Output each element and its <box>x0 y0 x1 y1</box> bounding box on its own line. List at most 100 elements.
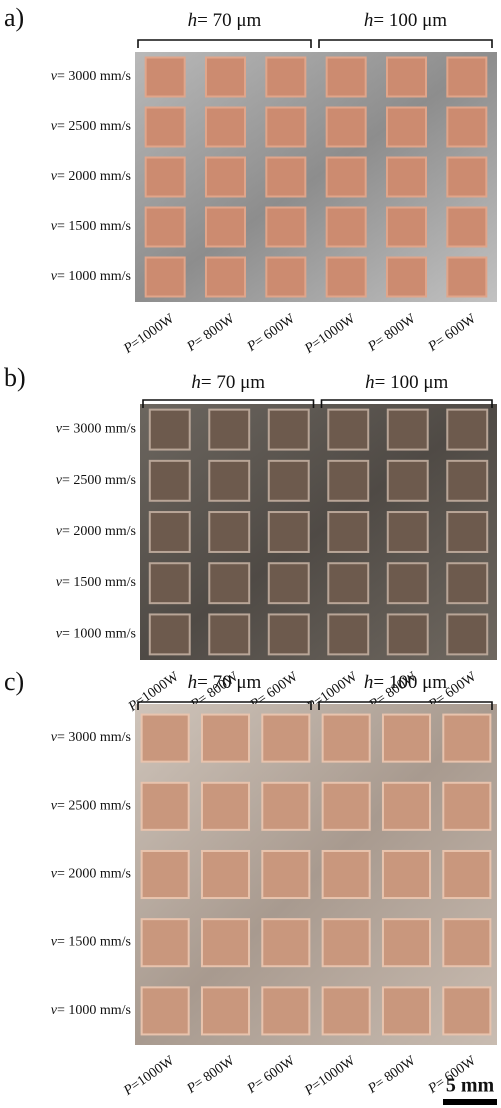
power-label: P= 800W <box>184 311 238 355</box>
sample <box>327 108 366 147</box>
spacing-label-symbol: h <box>365 372 375 393</box>
sample <box>447 108 486 147</box>
velocity-label: v= 1000 mm/s <box>56 627 136 642</box>
sample <box>146 258 185 297</box>
sample <box>388 461 428 501</box>
sample <box>323 783 370 830</box>
sample <box>206 158 245 197</box>
power-label-text: = 600W <box>252 1053 299 1092</box>
sample <box>269 461 309 501</box>
velocity-label-text: = 2500 mm/s <box>57 119 131 134</box>
power-label: P=1000W <box>302 311 359 357</box>
velocity-label-text: = 3000 mm/s <box>57 730 131 745</box>
sample <box>202 919 249 966</box>
spacing-label: h= 70 μm <box>191 372 265 393</box>
sample <box>266 158 305 197</box>
sample <box>206 58 245 97</box>
sample <box>328 563 368 603</box>
velocity-label: v= 3000 mm/s <box>51 730 131 745</box>
spacing-label: h= 100 μm <box>364 10 447 31</box>
sample <box>209 614 249 654</box>
sample <box>443 783 490 830</box>
velocity-label-text: = 1000 mm/s <box>57 269 131 284</box>
sample <box>206 108 245 147</box>
sample <box>150 410 190 450</box>
sample <box>388 614 428 654</box>
sample <box>447 563 487 603</box>
velocity-label: v= 2500 mm/s <box>56 473 136 488</box>
velocity-label-text: = 2500 mm/s <box>62 473 136 488</box>
bracket <box>319 40 492 48</box>
sample <box>443 715 490 762</box>
power-label: P= 800W <box>365 311 419 355</box>
power-label: P= 600W <box>244 1053 298 1097</box>
velocity-label-text: = 1500 mm/s <box>57 219 131 234</box>
sample <box>209 563 249 603</box>
velocity-label: v= 2000 mm/s <box>51 169 131 184</box>
sample <box>387 258 426 297</box>
sample <box>443 919 490 966</box>
sample <box>328 614 368 654</box>
sample <box>323 919 370 966</box>
velocity-label-text: = 1500 mm/s <box>57 935 131 950</box>
sample <box>262 783 309 830</box>
sample <box>388 512 428 552</box>
sample <box>269 614 309 654</box>
sample <box>328 461 368 501</box>
velocity-label: v= 3000 mm/s <box>51 69 131 84</box>
sample <box>388 563 428 603</box>
power-label-text: =1000W <box>309 1053 358 1094</box>
sample <box>383 715 430 762</box>
spacing-label-symbol: h <box>364 10 374 31</box>
sample <box>447 58 486 97</box>
sample <box>383 851 430 898</box>
power-label-text: = 800W <box>192 1053 239 1092</box>
sample <box>269 410 309 450</box>
sample <box>443 987 490 1034</box>
spacing-label-symbol: h <box>188 10 198 31</box>
spacing-label-symbol: h <box>191 372 201 393</box>
velocity-label-text: = 3000 mm/s <box>62 422 136 437</box>
velocity-label-text: = 2000 mm/s <box>57 169 131 184</box>
sample <box>328 512 368 552</box>
velocity-label-text: = 2000 mm/s <box>62 524 136 539</box>
sample <box>142 783 189 830</box>
spacing-label: h= 70 μm <box>188 672 262 693</box>
sample <box>142 987 189 1034</box>
power-label-text: =1000W <box>133 669 182 710</box>
velocity-label: v= 1000 mm/s <box>51 1003 131 1018</box>
sample <box>262 715 309 762</box>
power-label-text: =1000W <box>128 311 177 352</box>
sample <box>150 563 190 603</box>
sample <box>387 108 426 147</box>
sample <box>327 158 366 197</box>
sample <box>387 58 426 97</box>
velocity-label-text: = 2000 mm/s <box>57 867 131 882</box>
scale-bar-label: 5 mm <box>446 1075 495 1097</box>
velocity-label-text: = 3000 mm/s <box>57 69 131 84</box>
velocity-label: v= 2500 mm/s <box>51 119 131 134</box>
velocity-label: v= 3000 mm/s <box>56 422 136 437</box>
spacing-label-symbol: h <box>364 672 374 693</box>
sample <box>447 208 486 247</box>
spacing-label-text: = 100 μm <box>373 10 447 31</box>
sample <box>202 851 249 898</box>
velocity-label-text: = 1000 mm/s <box>62 627 136 642</box>
velocity-label-text: = 2500 mm/s <box>57 799 131 814</box>
sample <box>150 461 190 501</box>
sample <box>142 851 189 898</box>
scale-bar <box>443 1099 497 1105</box>
velocity-label-text: = 1000 mm/s <box>57 1003 131 1018</box>
sample <box>447 614 487 654</box>
sample <box>327 58 366 97</box>
velocity-label: v= 1500 mm/s <box>51 935 131 950</box>
spacing-label-text: = 70 μm <box>197 672 261 693</box>
sample <box>387 158 426 197</box>
power-label: P= 600W <box>425 311 479 355</box>
velocity-label: v= 1500 mm/s <box>56 575 136 590</box>
sample <box>383 919 430 966</box>
power-label: P= 800W <box>184 1053 238 1097</box>
sample <box>262 987 309 1034</box>
sample <box>327 258 366 297</box>
sample <box>266 208 305 247</box>
